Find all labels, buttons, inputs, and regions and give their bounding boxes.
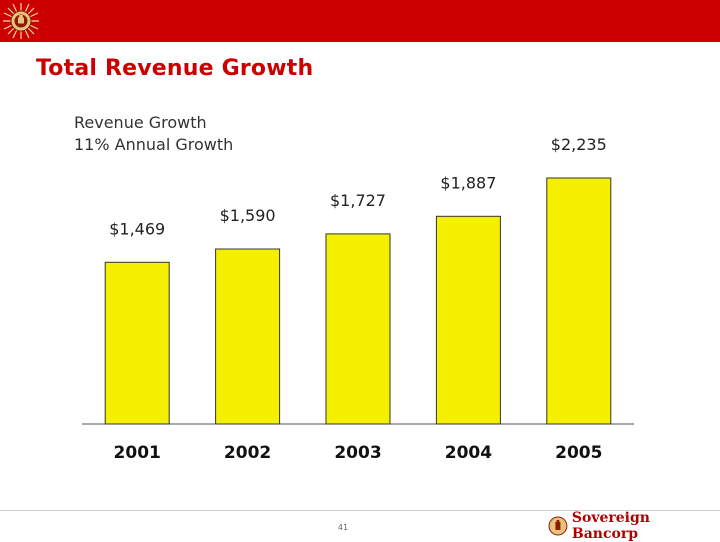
category-label-2004: 2004 — [445, 443, 492, 463]
revenue-bar-chart: $1,469 2001 $1,590 2002 $1,727 2003 $1,887 2004… — [82, 135, 634, 463]
bar-2002 — [215, 248, 281, 425]
category-label-2001: 2001 — [114, 443, 161, 463]
bar-2003 — [325, 233, 391, 425]
subtitle-line-1: Revenue Growth — [74, 113, 207, 132]
value-label-2003: $1,727 — [330, 191, 386, 210]
bar-2004 — [435, 215, 501, 425]
company-emblem-icon — [548, 516, 568, 536]
company-name: Sovereign Bancorp — [571, 510, 650, 542]
page-title: Total Revenue Growth — [36, 56, 314, 81]
header-bar — [0, 0, 720, 42]
value-label-2005: $2,235 — [551, 135, 607, 154]
bar-2005 — [546, 177, 612, 425]
value-label-2001: $1,469 — [109, 219, 165, 238]
company-seal-icon — [3, 3, 39, 39]
category-label-2003: 2003 — [334, 443, 381, 463]
chart-subtitle: Revenue Growth 11% Annual Growth — [74, 112, 233, 156]
bar-2001 — [104, 261, 170, 425]
page-number: 41 — [337, 523, 349, 532]
value-label-2004: $1,887 — [440, 173, 496, 192]
subtitle-line-2: 11% Annual Growth — [74, 135, 234, 154]
footer-divider — [0, 510, 720, 511]
category-label-2002: 2002 — [224, 443, 271, 463]
category-label-2005: 2005 — [555, 443, 602, 463]
company-brand: Sovereign Bancorp — [548, 510, 720, 542]
value-label-2002: $1,590 — [220, 206, 276, 225]
